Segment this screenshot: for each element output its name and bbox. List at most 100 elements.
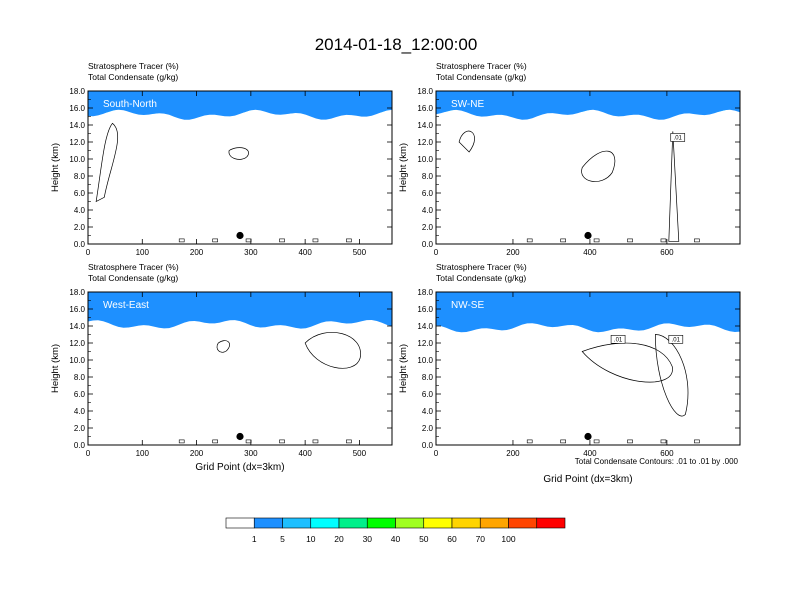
x-tick-label: 0 — [434, 248, 439, 257]
y-tick-label: 16.0 — [69, 305, 85, 314]
y-tick-label: 18.0 — [69, 288, 85, 297]
y-tick-label: 14.0 — [417, 121, 433, 130]
condensate-contour-1 — [581, 342, 673, 383]
condensate-contour-1 — [458, 130, 475, 153]
colorbar-swatch — [479, 517, 509, 529]
y-tick-label: 6.0 — [74, 189, 86, 198]
panel-west-east: West-East 0.0 2.0 4.0 6.0 8.0 10.0 12.0 14.0 16.0… — [50, 262, 393, 473]
y-tick-label: 10.0 — [69, 356, 85, 365]
x-tick-label: 500 — [353, 449, 367, 458]
plot-area — [88, 91, 392, 243]
y-tick-label: 14.0 — [69, 121, 85, 130]
contour-label: .01 — [670, 133, 686, 142]
surface-contour — [560, 238, 566, 243]
surface-contour — [245, 439, 252, 444]
x-tick-label: 300 — [244, 449, 258, 458]
y-tick-label: 6.0 — [422, 189, 434, 198]
x-tick-label: 100 — [136, 248, 150, 257]
y-tick-label: 12.0 — [417, 339, 433, 348]
tracer-band-11 — [436, 91, 740, 120]
contour-label: .01 — [610, 334, 626, 344]
y-tick-label: 8.0 — [422, 172, 434, 181]
y-tick-label: 8.0 — [74, 172, 86, 181]
colorbar-swatch — [508, 517, 538, 529]
surface-contour — [312, 238, 319, 243]
colorbar-swatch — [451, 517, 481, 529]
colorbar-swatch — [423, 517, 453, 529]
panels: South-North 0.0 2.0 4.0 6.0 8.0 10.0 12.0 14.0 16… — [50, 61, 741, 485]
y-tick-label: 2.0 — [74, 223, 86, 232]
x-tick-label: 0 — [86, 449, 91, 458]
surface-contour — [593, 439, 600, 444]
y-tick-label: 4.0 — [422, 206, 434, 215]
panel-label: NW-SE — [451, 300, 484, 311]
y-axis-label: Height (km) — [398, 344, 409, 393]
surface-contour — [627, 439, 633, 444]
y-tick-label: 0.0 — [74, 240, 86, 249]
colorbar-swatch — [366, 517, 396, 529]
tracer-band-11 — [88, 91, 392, 120]
y-tick-label: 2.0 — [422, 424, 434, 433]
colorbar-label: 30 — [363, 534, 373, 544]
tracer-band-11 — [436, 292, 740, 333]
panel-south-north: South-North 0.0 2.0 4.0 6.0 8.0 10.0 12.0 14.0 16… — [50, 61, 393, 257]
colorbar-label: 10 — [306, 534, 316, 544]
colorbar-swatch — [395, 517, 425, 529]
panel-nw-se: .01 .01 NW-SE 0.0 2.0 4.0 6.0 8.0 10.0 12.0 14.0 16… — [398, 262, 741, 485]
y-tick-label: 14.0 — [69, 322, 85, 331]
panel-subtitle: Total Condensate (g/kg) — [436, 273, 526, 283]
contour-label: .01 — [668, 334, 684, 344]
contour-label-text: .01 — [674, 135, 683, 141]
surface-contour — [526, 439, 533, 444]
y-tick-label: 4.0 — [74, 206, 86, 215]
surface-contour — [346, 238, 352, 243]
figure-title: 2014-01-18_12:00:00 — [315, 35, 478, 54]
surface-contour — [245, 238, 252, 243]
colorbar-swatch — [253, 517, 283, 529]
x-tick-label: 600 — [660, 449, 674, 458]
location-dot — [236, 432, 244, 441]
y-tick-label: 16.0 — [69, 104, 85, 113]
y-tick-label: 0.0 — [74, 441, 86, 450]
condensate-contour-2 — [581, 150, 616, 182]
surface-contour — [312, 439, 319, 444]
y-tick-label: 6.0 — [422, 390, 434, 399]
panel-label: SW-NE — [451, 99, 484, 110]
panel-subtitle: Total Condensate (g/kg) — [88, 273, 178, 283]
x-axis-label: Grid Point (dx=3km) — [543, 474, 632, 485]
colorbar-swatch — [225, 517, 255, 529]
plot-area — [436, 91, 740, 243]
panel-subtitle: Stratosphere Tracer (%) — [88, 61, 179, 71]
panel-subtitle: Stratosphere Tracer (%) — [88, 262, 179, 272]
surface-contour — [593, 238, 600, 243]
colorbar-label: 1 — [252, 534, 257, 544]
y-tick-label: 8.0 — [422, 373, 434, 382]
panel-label: South-North — [103, 99, 157, 110]
x-tick-label: 500 — [353, 248, 367, 257]
contour-label-text: .01 — [672, 337, 681, 343]
condensate-contour-2 — [654, 334, 689, 417]
panel-subtitle: Total Condensate (g/kg) — [88, 72, 178, 82]
colorbar-label: 20 — [334, 534, 344, 544]
surface-contour — [212, 439, 218, 444]
plot-area — [436, 292, 740, 444]
surface-contour — [279, 439, 285, 444]
condensate-contour-2 — [228, 147, 249, 160]
y-tick-label: 0.0 — [422, 441, 434, 450]
colorbar-swatch — [338, 517, 368, 529]
y-axis-label: Height (km) — [50, 344, 61, 393]
panel-sw-ne: .01 SW-NE 0.0 2.0 4.0 6.0 8.0 10.0 12.0 14.0 16.0 1… — [398, 61, 741, 257]
panel-subtitle: Total Condensate (g/kg) — [436, 72, 526, 82]
plot-area — [88, 292, 392, 444]
y-tick-label: 16.0 — [417, 104, 433, 113]
condensate-contour-1 — [95, 122, 119, 203]
x-tick-label: 300 — [244, 248, 258, 257]
colorbar-label: 5 — [280, 534, 285, 544]
y-tick-label: 12.0 — [69, 138, 85, 147]
colorbar-label: 70 — [476, 534, 486, 544]
colorbar-label: 100 — [501, 534, 515, 544]
x-tick-label: 0 — [86, 248, 91, 257]
x-axis-label: Grid Point (dx=3km) — [195, 462, 284, 473]
x-tick-label: 400 — [298, 449, 312, 458]
